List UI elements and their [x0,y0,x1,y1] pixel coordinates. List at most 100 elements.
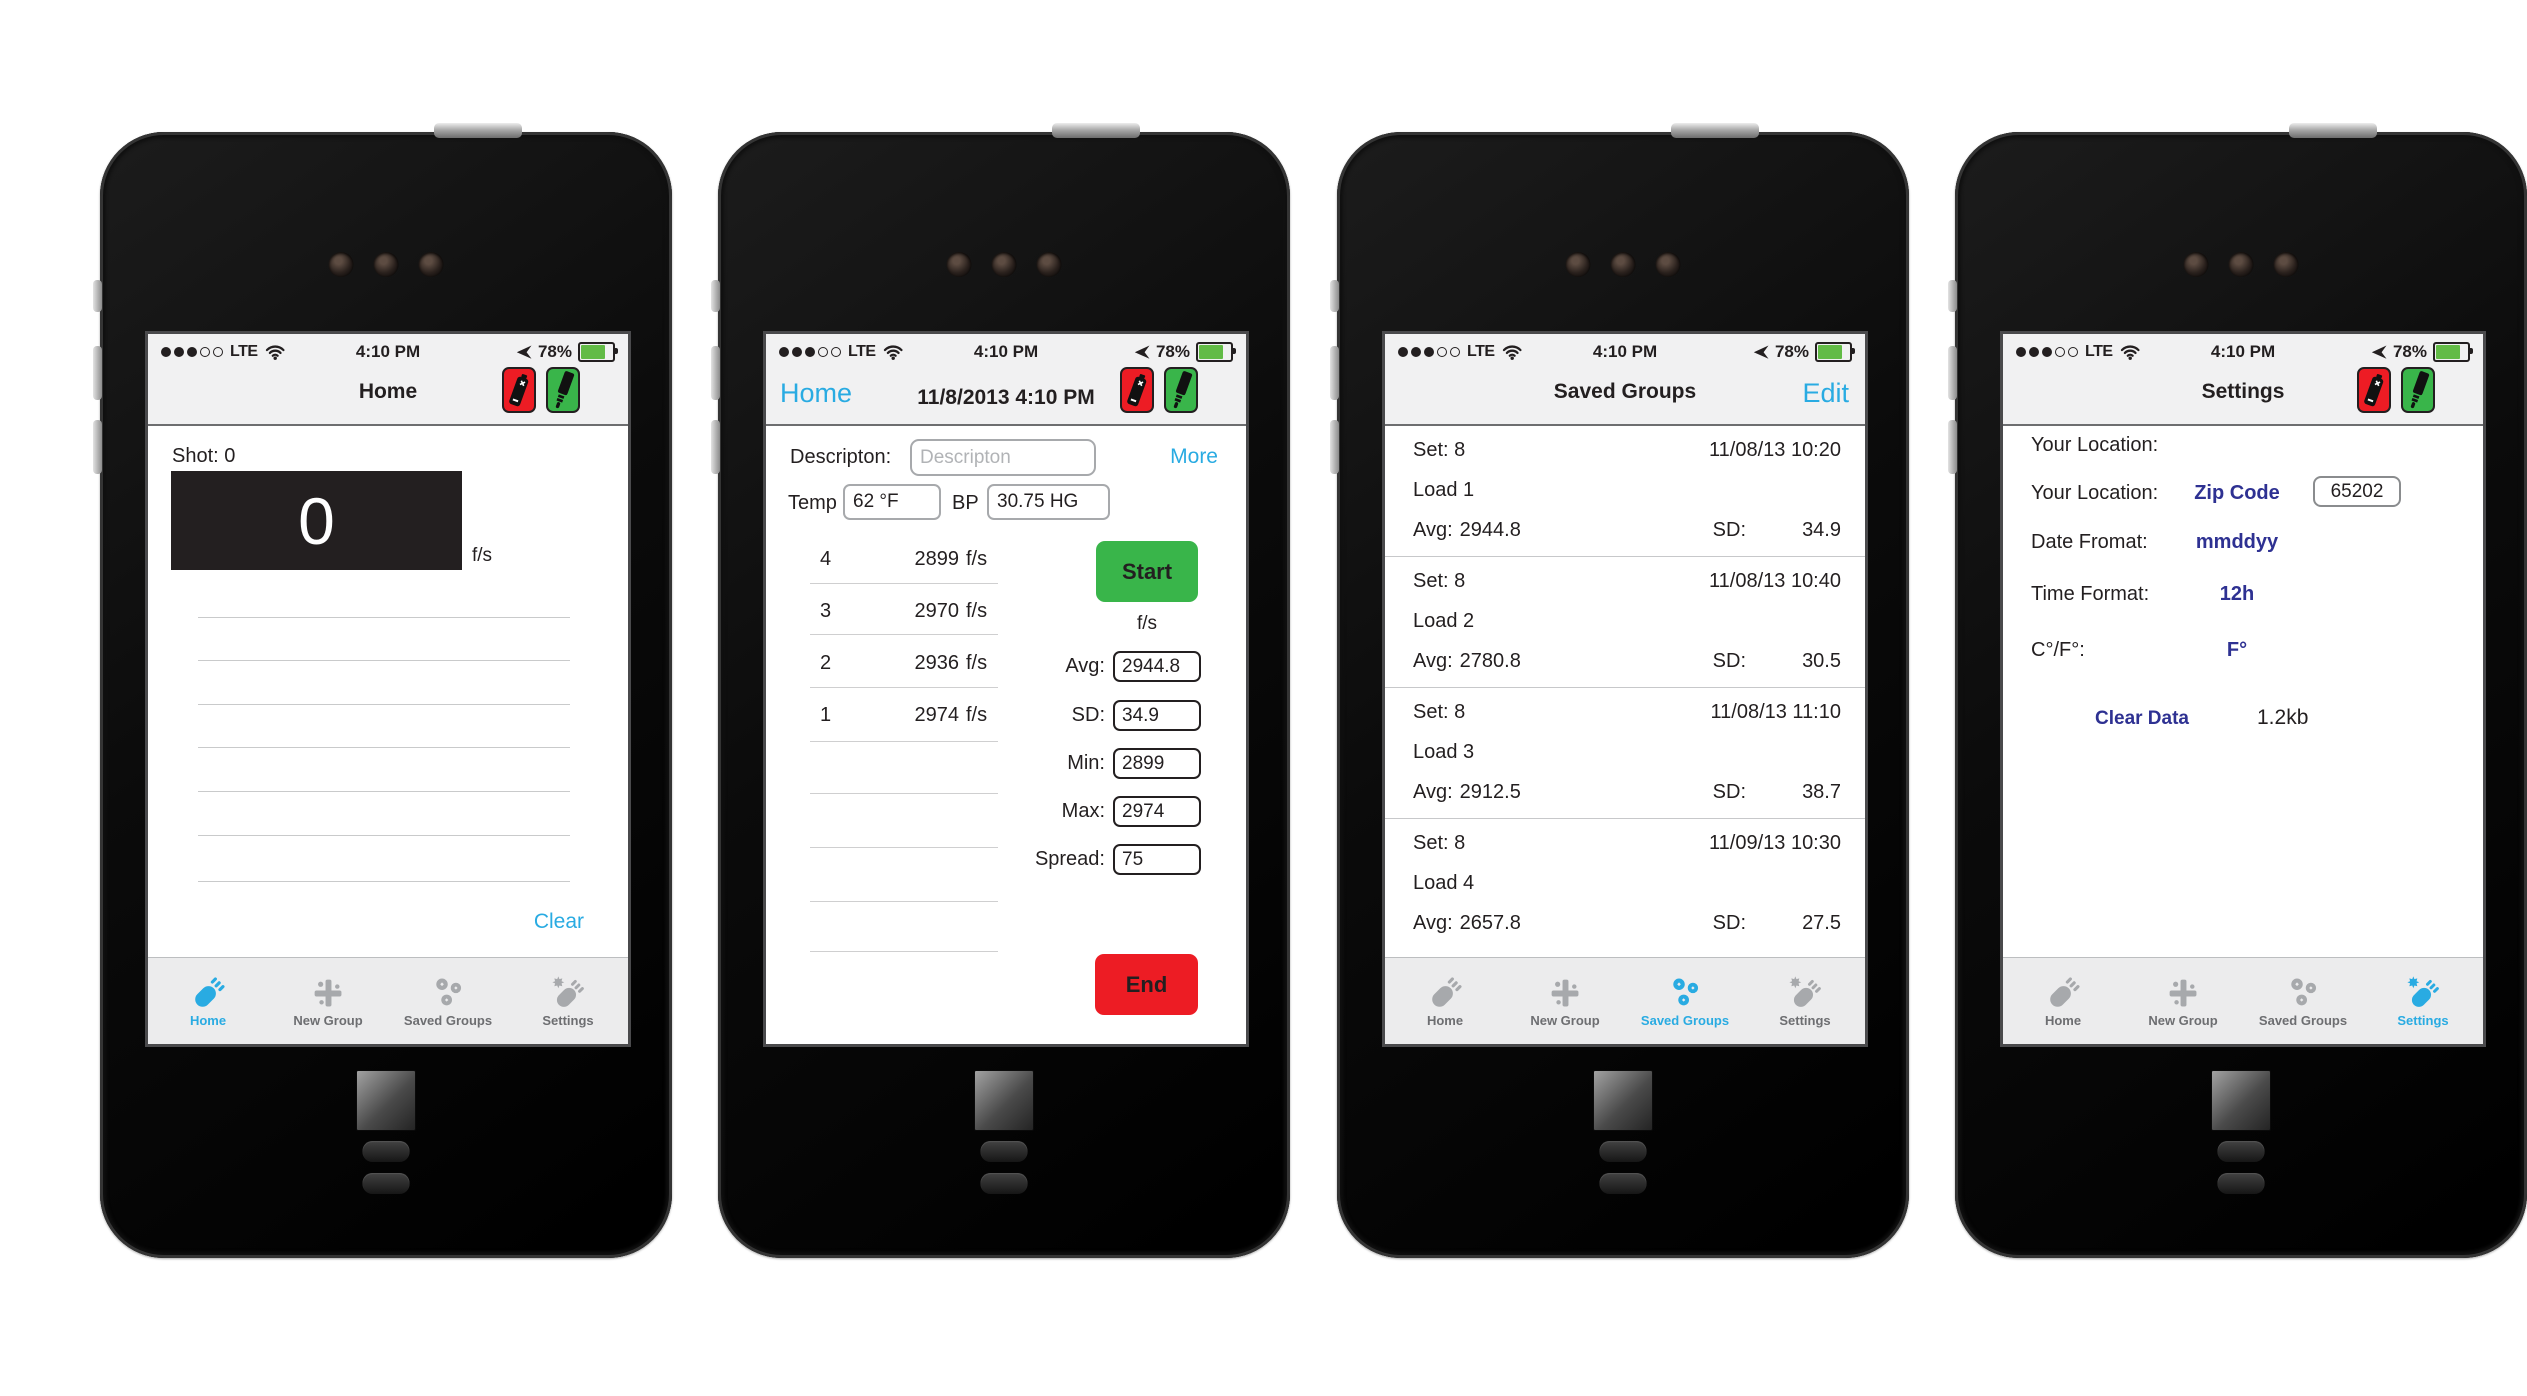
tab-label: Settings [542,1012,594,1028]
setting-label: C°/F°: [2031,639,2085,661]
group-avg-value: 2780.8 [1459,649,1521,672]
tab-home[interactable]: Home [148,958,268,1044]
battery-percent: 78% [1155,342,1190,361]
group-datetime: 11/09/13 10:30 [1709,831,1841,854]
max-field[interactable] [1113,796,1201,827]
settings-row-clear-data: Clear Data 1.2kb [2003,706,2483,740]
back-home-link[interactable]: Home [780,378,853,408]
group-load: Load 4 [1413,871,1475,894]
header-status-icons [1120,367,1198,413]
location-arrow-icon [1134,345,1150,359]
signal-strength-icon [779,347,841,357]
red-battery-icon [1120,367,1154,413]
status-right: 78% [2275,342,2473,362]
shot-number: 2 [820,652,832,674]
battery-percent: 78% [537,342,572,361]
tab-label: New Group [2148,1012,2218,1028]
camera-dots-icon [2183,252,2299,277]
tab-home[interactable]: Home [2003,958,2123,1044]
tab-home[interactable]: Home [1385,958,1505,1044]
tab-settings[interactable]: Settings [1745,958,1865,1044]
group-sd-value: 30.5 [1802,649,1841,672]
unit-label: f/s [1136,613,1158,634]
bottom-pill [980,1141,1028,1162]
mute-switch [711,280,720,312]
clear-button[interactable]: Clear [533,910,584,933]
tab-settings[interactable]: Settings [508,958,628,1044]
battery-icon [1196,342,1236,362]
location-arrow-icon [1753,345,1769,359]
tab-saved-groups[interactable]: Saved Groups [388,958,508,1044]
shot-unit: f/s [966,704,988,726]
date-format-option[interactable]: mmddyy [2195,531,2279,553]
group-set: Set: 8 [1413,831,1466,854]
group-row[interactable]: Set: 8 11/08/13 10:20 Load 1 Avg: 2944.8… [1385,426,1865,557]
stat-row-min: Min: [766,748,1201,779]
wifi-icon [883,344,903,361]
shot-unit: f/s [966,652,988,674]
spread-field[interactable] [1113,844,1201,875]
temp-label: Temp [788,492,837,514]
shot-value: 2899 [914,548,960,570]
tab-saved-groups[interactable]: Saved Groups [1625,958,1745,1044]
tab-label: Saved Groups [403,1012,493,1028]
group-load: Load 1 [1413,478,1475,501]
tab-saved-groups[interactable]: Saved Groups [2243,958,2363,1044]
session-title: 11/8/2013 4:10 PM [917,386,1095,409]
new-group-tab-icon [2169,979,2196,1006]
group-datetime: 11/08/13 10:20 [1709,438,1841,461]
volume-down-button [93,420,102,474]
time-format-option[interactable]: 12h [2219,583,2255,605]
mute-switch [93,280,102,312]
group-avg-label: Avg: [1413,911,1453,934]
tab-new-group[interactable]: New Group [1505,958,1625,1044]
bp-input[interactable] [987,484,1110,520]
shot-row: 2 2936 f/s [820,652,996,675]
group-row[interactable]: Set: 8 11/08/13 11:10 Load 3 Avg: 2912.5… [1385,688,1865,819]
bp-label: BP [952,492,979,514]
tab-new-group[interactable]: New Group [2123,958,2243,1044]
tab-settings[interactable]: Settings [2363,958,2483,1044]
temp-input[interactable] [843,484,941,520]
clear-data-button[interactable]: Clear Data [2095,708,2189,729]
tab-label: Settings [1779,1012,1831,1028]
green-plug-icon [2401,367,2435,413]
status-bar: LTE 4:10 PM 78% [148,334,628,370]
temperature-unit-option[interactable]: F° [2226,639,2248,661]
separator-line [198,791,570,792]
separator-line [198,617,570,618]
settings-row-temperature-unit: C°/F°: F° [2003,639,2483,673]
status-right: 78% [420,342,618,362]
saved-groups-tab-icon [2290,978,2316,1005]
phone-saved-groups: LTE 4:10 PM 78% Saved Groups Edit [1330,123,1909,1258]
setting-label: Your Location: [2031,482,2159,504]
volume-down-button [711,420,720,474]
start-button[interactable]: Start [1096,541,1198,602]
velocity-display: 0 [171,471,462,570]
min-field[interactable] [1113,748,1201,779]
saved-groups-tab-icon [1672,978,1698,1005]
more-link[interactable]: More [1170,445,1218,468]
green-plug-icon [546,367,580,413]
group-row[interactable]: Set: 8 11/08/13 10:40 Load 2 Avg: 2780.8… [1385,557,1865,688]
avg-field[interactable] [1113,651,1201,682]
shot-value: 2974 [914,704,960,726]
zip-code-input[interactable] [2313,476,2401,507]
shot-unit: f/s [966,548,988,570]
unit-label: f/s [472,545,493,566]
tab-new-group[interactable]: New Group [268,958,388,1044]
group-row[interactable]: Set: 8 11/09/13 10:30 Load 4 Avg: 2657.8… [1385,819,1865,949]
zip-code-option[interactable]: Zip Code [2194,482,2280,504]
bottom-pill [1599,1141,1647,1162]
status-bar: LTE 4:10 PM 78% [2003,334,2483,370]
description-input[interactable] [910,439,1096,476]
end-button[interactable]: End [1095,954,1198,1015]
sd-field[interactable] [1113,700,1201,731]
settings-tab-icon [1788,975,1822,1010]
spread-label: Spread: [1034,848,1105,870]
bottom-pill [362,1173,410,1194]
header: LTE 4:10 PM 78% Settings [2003,334,2483,426]
edit-button[interactable]: Edit [1802,378,1849,408]
group-sd-label: SD: [1712,518,1746,541]
shot-row: 3 2970 f/s [820,600,996,623]
